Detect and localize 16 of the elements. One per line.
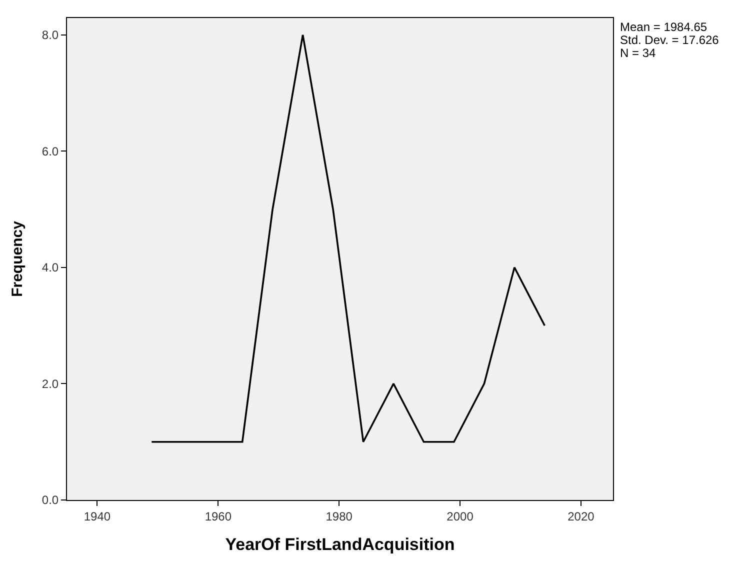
y-tick-label: 6.0 [42,144,59,158]
text: N = 34 [620,46,656,60]
y-tick-label: 8.0 [42,28,59,42]
x-tick-label: 2020 [568,509,595,524]
x-tick-label: 1980 [326,509,353,524]
x-tick-label: 2000 [446,509,474,524]
x-tick-label: 1960 [204,509,232,524]
text: Mean = 1984.65 [620,20,708,34]
line-series [150,34,546,443]
y-tick-label: 4.0 [42,260,59,275]
text: Std. Dev. = 17.626 [620,33,720,47]
x-axis-title: YearOf FirstLandAcquisition [225,534,455,554]
y-tick-label: 2.0 [42,376,59,391]
x-tick-label: 1940 [84,509,111,524]
y-axis-title: Frequency [9,220,26,297]
y-tick-label: 0.0 [42,493,59,508]
